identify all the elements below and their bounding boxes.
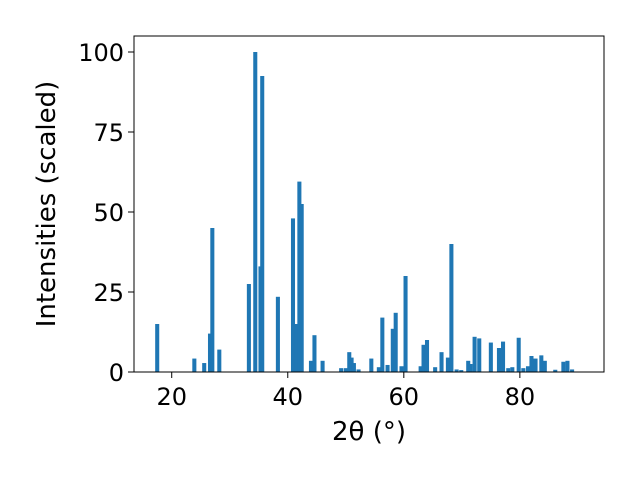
bar: [433, 367, 438, 372]
bar: [418, 366, 423, 372]
x-tick-label: 20: [156, 383, 187, 411]
bar: [376, 367, 381, 372]
plot-frame: [133, 35, 605, 373]
bar: [192, 358, 197, 372]
bar: [351, 363, 356, 372]
bar: [308, 360, 313, 372]
bar: [399, 366, 404, 372]
x-axis-label: 2θ (°): [332, 417, 406, 447]
bar: [488, 342, 493, 372]
bar: [459, 370, 464, 372]
bar: [155, 324, 160, 372]
y-axis: 0 25 50 75 100: [78, 39, 134, 387]
bar: [510, 367, 515, 372]
bar: [290, 218, 296, 372]
bar: [380, 317, 385, 372]
bar: [356, 369, 361, 372]
bar: [207, 333, 213, 372]
x-tick-label: 80: [505, 383, 536, 411]
bar: [210, 228, 215, 372]
bar: [525, 366, 531, 372]
bar: [449, 244, 454, 372]
bar: [542, 360, 547, 372]
y-tick-label: 100: [78, 39, 124, 67]
x-tick-label: 40: [272, 383, 303, 411]
bar: [561, 361, 566, 372]
bars-group: [155, 52, 575, 372]
bar: [202, 363, 207, 372]
x-tick-label: 60: [389, 383, 420, 411]
bar: [506, 368, 511, 372]
bar: [217, 349, 222, 372]
bar: [299, 204, 304, 372]
bar: [349, 357, 354, 372]
bar: [253, 52, 258, 372]
y-tick-label: 50: [93, 199, 124, 227]
bar: [529, 356, 534, 372]
bar: [246, 284, 251, 372]
bar: [369, 358, 374, 372]
bar: [421, 344, 426, 372]
bar: [501, 341, 506, 372]
bar: [496, 348, 501, 372]
bar: [521, 368, 526, 372]
bar: [260, 76, 265, 372]
bar: [468, 364, 473, 372]
bar: [312, 335, 317, 372]
bar: [385, 364, 390, 372]
bar: [297, 181, 302, 372]
y-axis-label: Intensities (scaled): [32, 81, 62, 328]
bar: [339, 368, 344, 372]
bar: [565, 360, 570, 372]
bar: [390, 328, 395, 372]
bar: [570, 369, 575, 372]
bar: [533, 358, 538, 372]
bar: [472, 336, 477, 372]
y-tick-label: 25: [93, 279, 124, 307]
bar: [347, 352, 352, 372]
y-tick-label: 75: [93, 119, 124, 147]
bar: [294, 324, 299, 372]
x-axis: 20 40 60 80: [156, 372, 535, 411]
bar: [320, 360, 325, 372]
bar: [445, 357, 450, 372]
bar: [424, 340, 430, 372]
y-tick-label: 0: [109, 359, 124, 387]
bar: [539, 355, 544, 372]
bar: [393, 312, 398, 372]
bar: [403, 276, 408, 372]
bar: [553, 369, 558, 372]
bar: [466, 360, 471, 372]
bar: [516, 337, 521, 372]
bar: [343, 368, 348, 372]
bar: [477, 338, 482, 372]
bar: [275, 296, 280, 372]
bar: [439, 352, 444, 372]
bar: [454, 369, 459, 372]
